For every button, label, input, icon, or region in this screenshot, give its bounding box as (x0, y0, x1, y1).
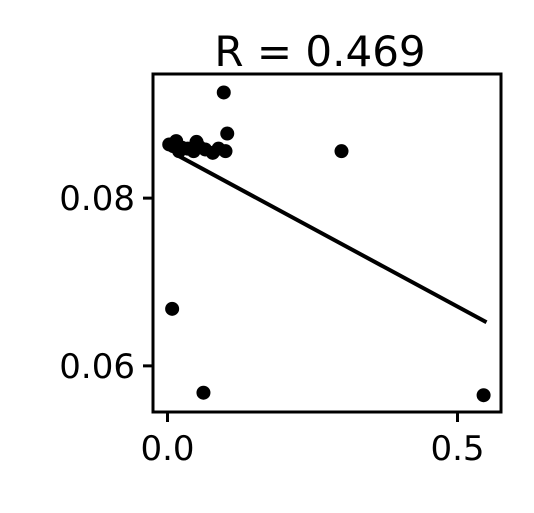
x-tick-label: 0.0 (140, 429, 194, 469)
scatter-point (196, 385, 211, 400)
scatter-point (476, 388, 491, 403)
plot-frame (151, 72, 503, 414)
y-tick-label: 0.08 (59, 179, 135, 219)
regression-line (178, 154, 488, 325)
scatter-point (165, 301, 180, 316)
scatter-point (216, 85, 231, 100)
scatter-point (220, 126, 235, 141)
scatter-point (334, 144, 349, 159)
y-tick-label: 0.06 (59, 347, 135, 387)
chart-title: R = 0.469 (214, 27, 425, 76)
fit-line-layer (178, 154, 488, 325)
tick-layer: 0.0 0.5 0.06 0.08 (59, 179, 484, 469)
points-layer (162, 85, 491, 403)
scatter-point (218, 144, 233, 159)
x-tick-label: 0.5 (430, 429, 484, 469)
